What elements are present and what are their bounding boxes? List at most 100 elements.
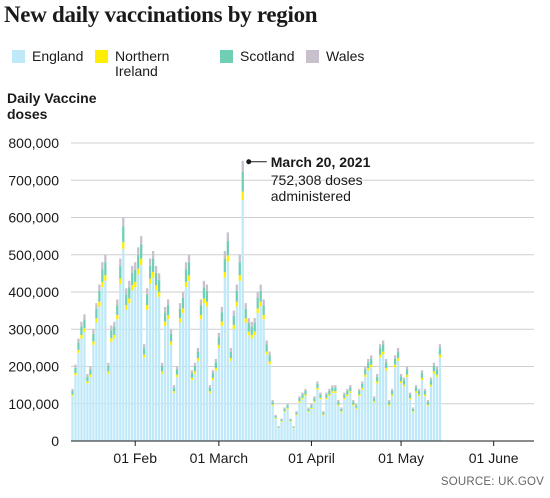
bar-segment-england (178, 322, 182, 441)
bar-segment-scotland (438, 348, 442, 355)
bar-segment-england (361, 389, 364, 441)
bar-segment-england (217, 348, 220, 441)
bar-segment-scotland (277, 426, 280, 428)
bar-segment-northern-ireland (146, 305, 149, 310)
bar-segment-england (334, 392, 337, 441)
bar-segment-wales (172, 385, 176, 388)
y-tick-label: 700,000 (8, 172, 59, 188)
bar-segment-scotland (160, 365, 164, 372)
bar-segment-england (382, 354, 385, 441)
legend-label-wales: Wales (326, 48, 365, 64)
bar-segment-scotland (432, 365, 436, 372)
bar-segment-scotland (125, 294, 128, 306)
bar-segment-northern-ireland (232, 324, 235, 329)
bar-segment-scotland (352, 401, 355, 405)
bar-segment-northern-ireland (175, 374, 179, 377)
bar-segment-northern-ireland (429, 384, 433, 387)
bar-segment-wales (358, 388, 361, 391)
bar-segment-england (414, 392, 418, 441)
bar-segment-wales (259, 284, 262, 291)
bar-segment-northern-ireland (214, 368, 218, 371)
bar-segment-northern-ireland (131, 285, 134, 291)
legend: England Northern Ireland Scotland Wales (0, 48, 550, 88)
bar-segment-scotland (307, 408, 310, 412)
bar-segment-wales (355, 403, 358, 406)
bar-segment-wales (232, 310, 235, 316)
bar-segment-wales (370, 355, 373, 359)
bar-segment-wales (385, 359, 388, 363)
bar-segment-northern-ireland (172, 391, 176, 393)
bar-segment-northern-ireland (286, 407, 289, 409)
bar-segment-wales (247, 318, 250, 323)
bar-segment-scotland (211, 373, 215, 379)
bar-segment-england (349, 392, 352, 441)
bar-segment-england (301, 399, 304, 441)
bar-segment-england (325, 399, 328, 441)
bar-segment-wales (295, 411, 298, 413)
bar-segment-northern-ireland (402, 384, 406, 387)
bar-segment-wales (152, 251, 155, 259)
bar-segment-wales (250, 321, 253, 327)
bar-segment-wales (343, 392, 346, 395)
bar-segment-england (432, 373, 436, 441)
bar-segment-northern-ireland (438, 354, 442, 358)
bar-segment-northern-ireland (113, 334, 116, 339)
bar-segment-northern-ireland (313, 401, 316, 403)
bar-segment-england (319, 399, 322, 441)
bar-segment-england (411, 412, 415, 441)
bar-segment-wales (352, 400, 355, 402)
bar-segment-wales (402, 377, 406, 381)
bar-segment-wales (396, 347, 400, 352)
bar-segment-wales (268, 351, 271, 356)
bar-segment-scotland (193, 365, 197, 372)
bar-segment-wales (367, 359, 370, 363)
bar-segment-northern-ireland (405, 374, 409, 377)
bar-segment-england (337, 405, 340, 441)
bar-segment-england (80, 338, 83, 441)
bar-segment-scotland (387, 401, 391, 405)
bar-segment-england (205, 306, 209, 441)
bar-segment-wales (262, 299, 265, 306)
bar-segment-wales (256, 292, 259, 298)
annotation-date: March 20, 2021 (271, 154, 371, 170)
bar-segment-england (214, 370, 218, 441)
bar-segment-england (313, 402, 316, 441)
bar-segment-northern-ireland (137, 268, 140, 275)
bar-segment-northern-ireland (143, 354, 146, 358)
bar-segment-wales (301, 392, 304, 395)
bar-segment-scotland (253, 322, 256, 332)
bar-segment-wales (346, 388, 349, 391)
bar-segment-wales (128, 280, 131, 288)
bar-segment-england (238, 280, 241, 441)
bar-segment-england (160, 373, 164, 441)
bar-segment-england (125, 309, 128, 441)
bar-segment-england (435, 376, 439, 441)
legend-swatch-wales (306, 50, 319, 63)
bar-segment-england (277, 428, 280, 441)
bar-segment-scotland (283, 408, 286, 412)
bar-segment-scotland (187, 262, 191, 276)
bar-segment-wales (131, 265, 134, 273)
bar-segment-wales (101, 262, 104, 270)
legend-swatch-northern-ireland (95, 50, 108, 63)
bar-segment-northern-ireland (160, 371, 164, 374)
bar-segment-scotland (223, 258, 226, 272)
bar-segment-wales (211, 370, 215, 374)
bar-segment-scotland (390, 390, 394, 395)
bar-segment-england (166, 319, 170, 441)
source-note: SOURCE: UK.GOV (440, 476, 544, 488)
bar-segment-england (143, 357, 146, 441)
bar-segment-england (83, 332, 86, 441)
bar-segment-wales (134, 262, 137, 270)
bar-segment-england (181, 312, 185, 441)
bar-segment-england (379, 357, 382, 441)
chart-title: New daily vaccinations by region (4, 2, 318, 27)
bar-segment-scotland (340, 408, 343, 412)
bar-segment-scotland (420, 373, 424, 379)
bar-segment-england (408, 399, 412, 441)
bar-segment-scotland (184, 269, 188, 282)
bar-segment-northern-ireland (196, 358, 200, 361)
bar-segment-england (247, 335, 250, 441)
bar-segment-england (229, 360, 232, 441)
bar-segment-wales (125, 288, 128, 295)
